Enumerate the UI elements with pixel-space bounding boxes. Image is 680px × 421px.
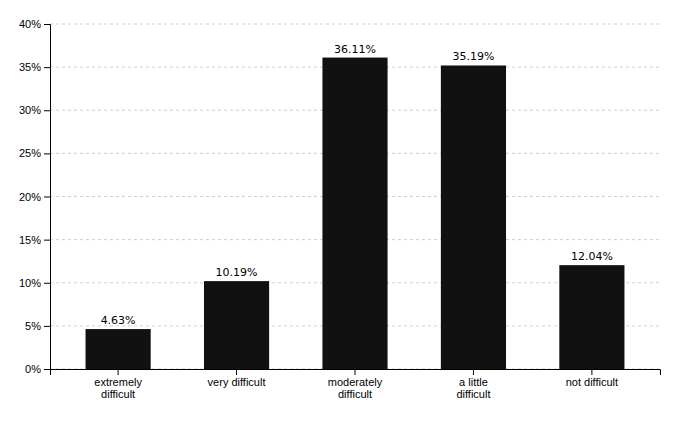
data-label: 12.04%: [571, 250, 613, 263]
x-tick-label-line: difficult: [338, 388, 372, 400]
y-tick: 35%: [19, 61, 50, 73]
plot-area: 0%5%10%15%20%25%30%35%40%extremelydiffic…: [19, 18, 661, 400]
y-axis-line: [44, 25, 51, 370]
x-tick: very difficult: [208, 369, 266, 388]
bar: [441, 65, 506, 369]
y-tick-label: 30%: [19, 104, 41, 116]
bars: [86, 58, 625, 369]
y-tick: 20%: [19, 191, 50, 203]
y-tick-label: 10%: [19, 277, 41, 289]
y-tick: 30%: [19, 104, 50, 116]
x-tick-label: moderatelydifficult: [328, 376, 383, 401]
data-labels: 4.63% 10.19% 36.11% 35.19% 12.04%: [101, 43, 613, 328]
grid-line: [50, 24, 660, 25]
y-tick-mark: [44, 24, 50, 25]
x-tick-mark: [473, 369, 474, 375]
x-tick-label: very difficult: [208, 376, 266, 388]
x-tick-mark: [236, 369, 237, 375]
y-tick-label: 25%: [19, 147, 41, 159]
y-tick-mark: [44, 67, 50, 68]
bar: [559, 265, 624, 369]
x-tick-label: extremelydifficult: [94, 376, 142, 401]
bar: [204, 281, 269, 369]
y-tick-label: 5%: [25, 320, 41, 332]
x-tick: not difficult: [566, 369, 618, 388]
x-tick-label-line: difficult: [101, 388, 135, 400]
x-axis-line: [51, 370, 661, 376]
grid: [50, 24, 660, 369]
x-axis: extremelydifficultvery difficultmoderate…: [51, 369, 661, 400]
y-tick-mark: [44, 110, 50, 111]
y-axis: 0% 5% 10% 15% 20% 25% 30% 35% 40%: [19, 18, 51, 375]
x-tick-mark: [118, 369, 119, 375]
x-tick-label: not difficult: [566, 376, 618, 388]
bar: [322, 58, 387, 369]
x-tick-mark: [355, 369, 356, 375]
y-tick-label: 40%: [19, 18, 41, 30]
y-tick: 5%: [25, 320, 50, 332]
y-tick-label: 35%: [19, 61, 41, 73]
data-label: 10.19%: [216, 266, 258, 279]
y-tick: 15%: [19, 234, 50, 246]
chart-svg: 0%5%10%15%20%25%30%35%40%extremelydiffic…: [0, 0, 680, 421]
x-tick-label-line: very difficult: [208, 376, 266, 388]
y-tick-label: 20%: [19, 191, 41, 203]
x-tick: moderatelydifficult: [328, 369, 383, 400]
data-label: 36.11%: [334, 43, 376, 56]
y-tick-mark: [44, 326, 50, 327]
y-tick: 0%: [25, 363, 50, 375]
y-tick-mark: [44, 369, 50, 370]
x-tick: a littledifficult: [456, 369, 490, 400]
y-tick: 25%: [19, 147, 50, 159]
y-tick-mark: [44, 283, 50, 284]
data-label: 35.19%: [452, 50, 494, 63]
y-tick: 10%: [19, 277, 50, 289]
y-tick: 40%: [19, 18, 50, 30]
x-tick-label-line: difficult: [456, 388, 490, 400]
x-tick-label: a littledifficult: [456, 376, 490, 401]
y-tick-mark: [44, 153, 50, 154]
x-tick-label-line: extremely: [94, 376, 142, 388]
y-tick-label: 15%: [19, 234, 41, 246]
x-tick-label-line: a little: [459, 376, 488, 388]
data-label: 4.63%: [101, 314, 136, 327]
y-tick-label: 0%: [25, 363, 41, 375]
bar: [86, 329, 151, 369]
chart-container: 0%5%10%15%20%25%30%35%40%extremelydiffic…: [0, 0, 680, 421]
x-tick: extremelydifficult: [94, 369, 142, 400]
y-tick-mark: [44, 197, 50, 198]
x-tick-label-line: moderately: [328, 376, 383, 388]
y-tick-mark: [44, 240, 50, 241]
x-tick-label-line: not difficult: [566, 376, 618, 388]
x-tick-mark: [591, 369, 592, 375]
